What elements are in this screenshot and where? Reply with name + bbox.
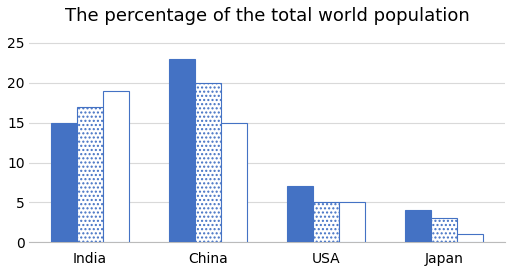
Bar bbox=[103, 91, 129, 242]
Bar bbox=[432, 218, 457, 242]
Bar bbox=[169, 59, 195, 242]
Bar bbox=[77, 107, 103, 242]
Bar bbox=[406, 210, 432, 242]
Bar bbox=[51, 123, 77, 242]
Bar bbox=[195, 83, 221, 242]
Bar bbox=[221, 123, 247, 242]
Bar bbox=[287, 186, 313, 242]
Bar bbox=[339, 202, 365, 242]
Title: The percentage of the total world population: The percentage of the total world popula… bbox=[65, 7, 470, 25]
Bar bbox=[457, 234, 483, 242]
Bar bbox=[313, 202, 339, 242]
